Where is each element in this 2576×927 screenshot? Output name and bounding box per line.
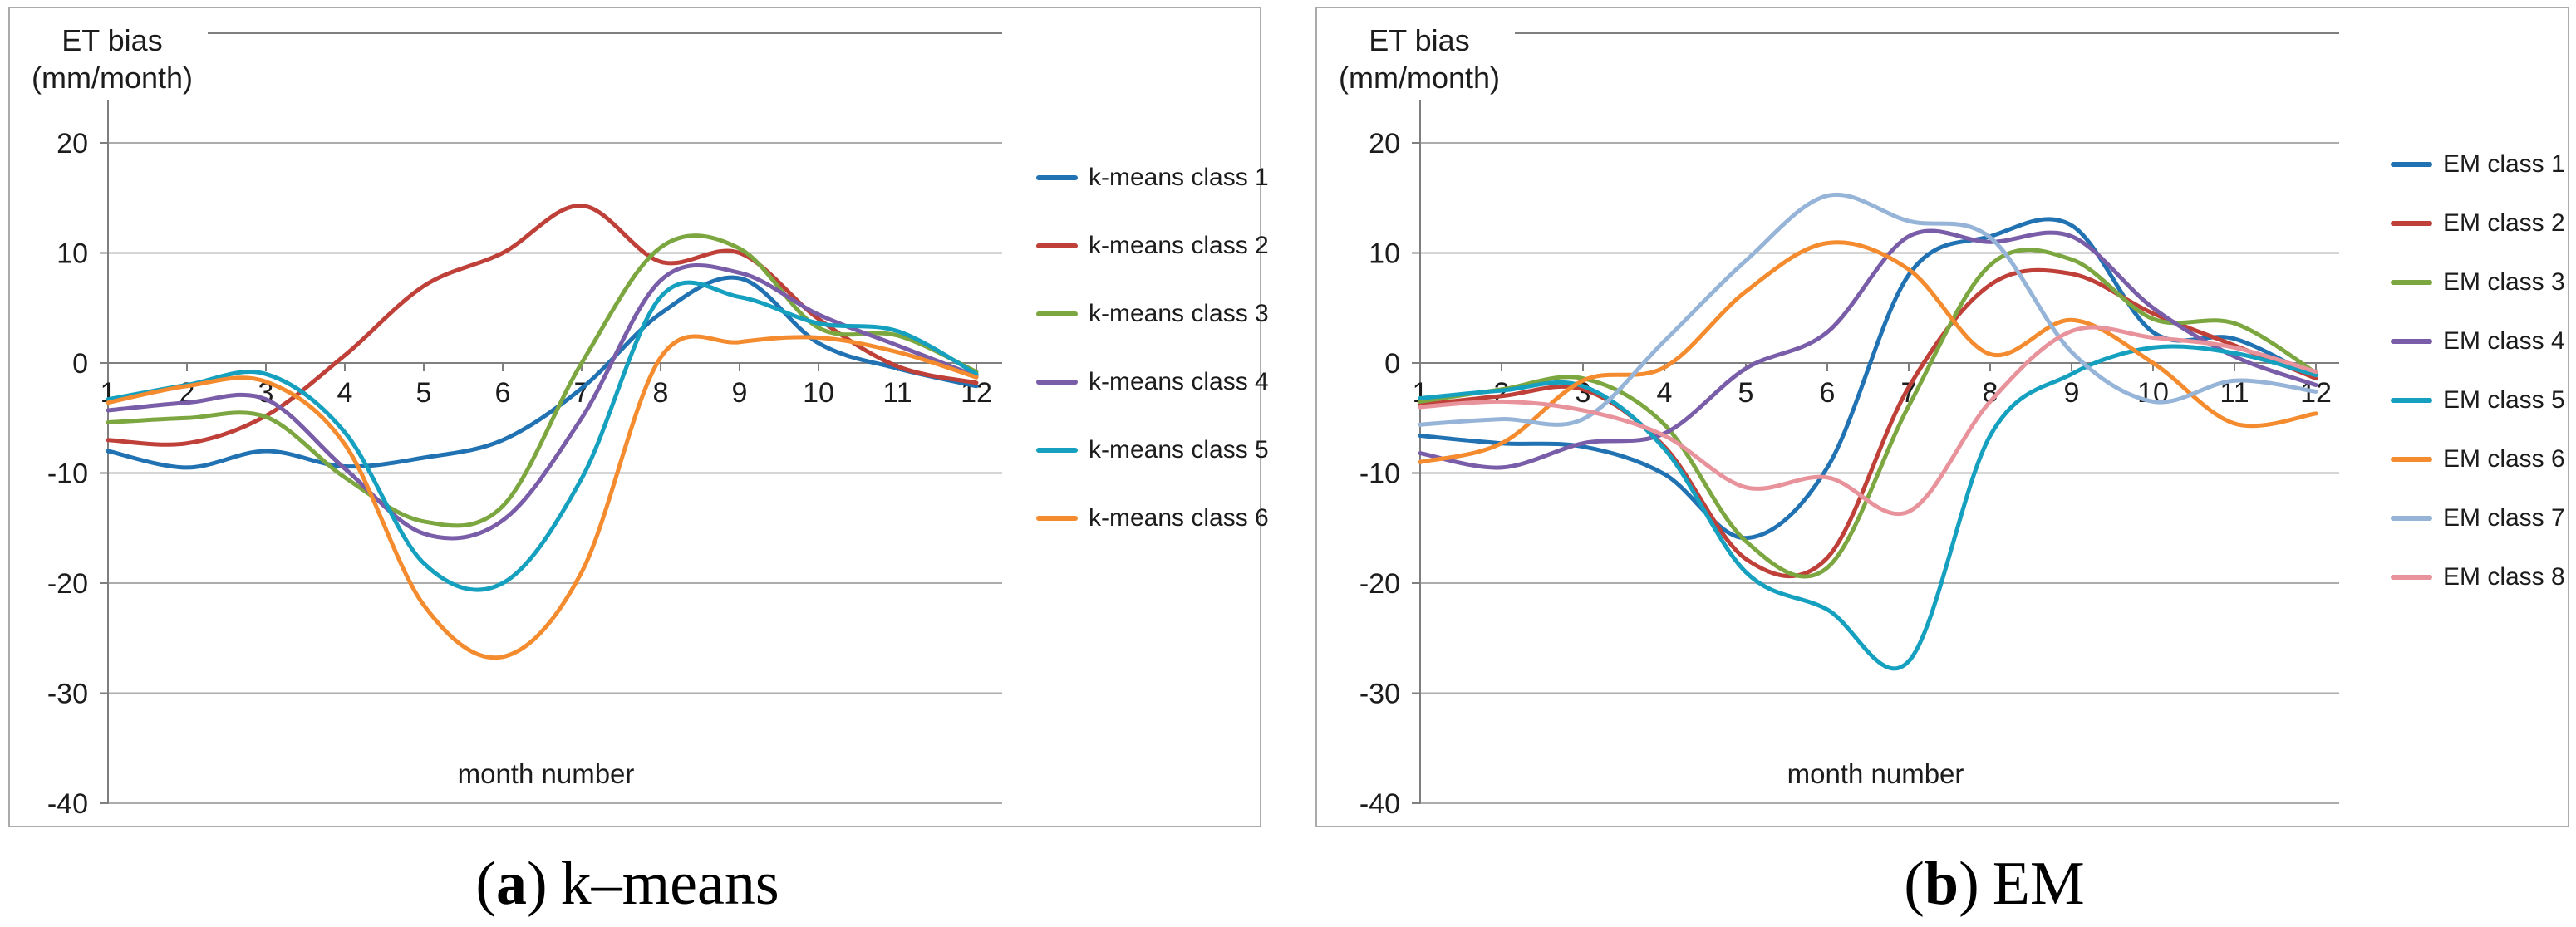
- y-tick-label: -40: [1359, 788, 1400, 820]
- y-axis-title-line1: ET bias: [1369, 23, 1470, 57]
- y-tick-label: -20: [1359, 568, 1400, 600]
- caption-b-paren-open: (: [1904, 850, 1925, 918]
- series-line-em-class-7: [1418, 192, 2318, 427]
- caption-b-text: EM: [1992, 850, 2085, 918]
- series-line-em-class-5: [1418, 344, 2318, 671]
- month-label: 9: [2064, 377, 2080, 409]
- caption-a-paren-close: ): [526, 850, 548, 918]
- series-line-k-means-class-3: [106, 233, 979, 528]
- month-label: 5: [416, 377, 432, 409]
- month-label: 11: [882, 377, 912, 409]
- series-line-k-means-class-5: [106, 280, 979, 592]
- x-axis-title: month number: [457, 758, 635, 789]
- caption-a-paren-open: (: [475, 850, 496, 918]
- y-tick-label: 0: [1384, 348, 1400, 380]
- caption-b: (b) EM: [1695, 849, 2293, 920]
- y-tick-label: -10: [1359, 459, 1400, 490]
- series-line-k-means-class-4: [106, 262, 979, 541]
- chart-panel-em: ET bias (mm/month) 20 10 0 -10 -20 -30 -40 1 2 3 4…: [1315, 7, 2569, 827]
- caption-b-paren-close: ): [1959, 850, 1979, 918]
- series-line-em-class-2: [1418, 267, 2318, 578]
- y-axis-title: ET bias (mm/month): [1324, 22, 1515, 96]
- y-tick-label: 20: [1369, 128, 1400, 159]
- caption-a: (a) k–means: [332, 849, 922, 920]
- chart-panel-kmeans: ET bias (mm/month) 20 10 0 -10 -20 -30 -40 1 2 3 4…: [8, 7, 1269, 827]
- series-line-em-class-8: [1418, 325, 2318, 516]
- y-tick-label: -10: [47, 459, 88, 490]
- y-tick-label: -40: [47, 788, 88, 820]
- y-axis-title-line2: (mm/month): [31, 61, 193, 95]
- caption-a-marker: a: [495, 850, 527, 918]
- series-line-k-means-class-6: [106, 334, 979, 660]
- y-tick-label: -30: [47, 679, 88, 710]
- caption-b-marker: b: [1924, 850, 1959, 918]
- y-tick-label: 10: [57, 238, 88, 270]
- y-tick-label: -20: [47, 568, 88, 600]
- series-line-em-class-1: [1418, 217, 2318, 541]
- y-tick-label: -30: [1359, 679, 1400, 710]
- y-axis-title: ET bias (mm/month): [17, 22, 208, 96]
- month-label: 10: [803, 377, 834, 409]
- month-label: 5: [1738, 377, 1754, 409]
- month-label: 4: [337, 377, 353, 409]
- y-axis-title-line1: ET bias: [61, 23, 163, 57]
- series-line-em-class-6: [1418, 240, 2318, 464]
- caption-a-text: k–means: [560, 850, 779, 918]
- y-tick-label: 10: [1369, 238, 1400, 270]
- month-label: 6: [1820, 377, 1836, 409]
- series-line-em-class-3: [1418, 248, 2318, 579]
- month-label: 8: [1983, 377, 1998, 409]
- series-line-em-class-4: [1418, 228, 2318, 470]
- y-tick-label: 20: [57, 128, 88, 159]
- month-label: 9: [732, 377, 748, 409]
- month-label: 4: [1657, 377, 1673, 409]
- x-axis-title: month number: [1787, 758, 1964, 789]
- y-tick-label: 0: [72, 348, 88, 380]
- month-label: 8: [653, 377, 669, 409]
- month-label: 6: [495, 377, 511, 409]
- y-axis-title-line2: (mm/month): [1338, 61, 1500, 95]
